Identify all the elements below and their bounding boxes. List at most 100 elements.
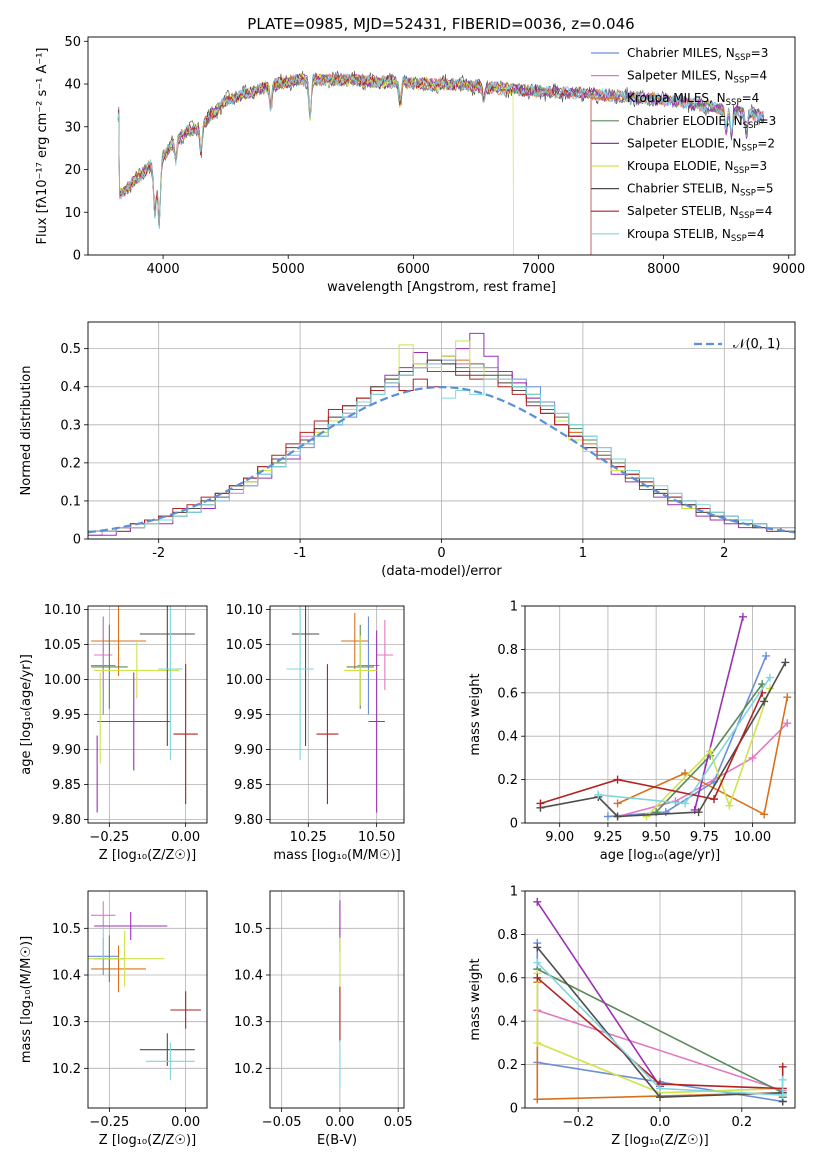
weight-marker xyxy=(760,697,769,706)
weight-marker xyxy=(533,973,542,982)
x-axis-label: age [log₁₀(age/yr)] xyxy=(600,848,721,863)
x-tick-label: 6000 xyxy=(397,262,430,277)
weight-marker xyxy=(613,812,622,821)
legend-label-tail: =5 xyxy=(756,182,774,196)
y-tick-label: 10.3 xyxy=(52,1015,81,1030)
y-tick-label: 1 xyxy=(510,600,518,615)
weight-marker xyxy=(681,799,690,808)
y-tick-label: 10.4 xyxy=(52,969,81,984)
x-tick-label: 9.00 xyxy=(545,830,574,845)
y-tick-label: 0.4 xyxy=(60,380,81,395)
weight-line xyxy=(536,901,661,1087)
legend-label-sub: SSP xyxy=(726,98,742,108)
y-tick-label: 0 xyxy=(73,249,81,264)
spectrum-line-salpeter_stelib xyxy=(117,73,592,255)
y-tick-label: 0.3 xyxy=(60,418,81,433)
error-point-chabrier_stelib xyxy=(139,1033,195,1066)
x-tick-label: 0.00 xyxy=(325,1115,354,1130)
y-tick-label: 10.3 xyxy=(234,1015,263,1030)
weight-marker xyxy=(778,1062,787,1071)
y-tick-label: 50 xyxy=(64,35,81,50)
error-point-salpeter_miles xyxy=(376,620,394,690)
x-axis-label: Z [log₁₀(Z/Z☉)] xyxy=(611,1133,708,1148)
spectrum-line-kroupa_elodie xyxy=(117,72,514,255)
weight-line xyxy=(645,688,771,818)
weight-marker xyxy=(710,795,718,804)
x-tick-label: 10.25 xyxy=(290,830,327,845)
weight-marker xyxy=(533,958,542,967)
y-tick-label: 10.10 xyxy=(44,603,81,618)
y-tick-label: 9.85 xyxy=(52,778,81,793)
normal-curve xyxy=(88,385,795,534)
legend-label-sub: SSP xyxy=(734,166,750,176)
y-axis-label: mass weight xyxy=(468,958,483,1040)
error-point-salpeter_stelib xyxy=(173,664,198,805)
weight-marker xyxy=(533,943,542,952)
histogram-kroupa_stelib xyxy=(88,363,795,532)
weight-marker xyxy=(656,1084,664,1093)
figure-title: PLATE=0985, MJD=52431, FIBERID=0036, z=0… xyxy=(247,15,634,33)
weight-marker xyxy=(536,799,545,808)
error-point-kroupa_stelib xyxy=(158,606,183,760)
charts-container: 4000 5000 6000 7000 8000 900001020304050wavel… xyxy=(19,35,805,1148)
y-axis-label: Normed distribution xyxy=(19,366,34,496)
legend-label-main: Kroupa STELIB, N xyxy=(627,227,731,241)
weight-series-chabrier_elodie xyxy=(652,680,767,817)
x-tick-label: 1 xyxy=(579,546,587,561)
axes-frame xyxy=(87,605,208,824)
panel-age_vs_mass: 10.25 10.50 9.80 9.85 9.90 9.95 10.00 10.05 10.1… xyxy=(226,603,405,863)
x-tick-label: 9.75 xyxy=(690,830,719,845)
weight-marker xyxy=(760,810,769,819)
y-tick-label: 10.5 xyxy=(52,922,81,937)
spectrum-line-salpeter_elodie xyxy=(117,72,765,222)
x-tick-label: −0.05 xyxy=(262,1115,302,1130)
error-point-salpeter_stelib xyxy=(316,664,339,805)
plot-area-weight_vs_age xyxy=(536,612,792,821)
x-tick-label: -1 xyxy=(294,546,307,561)
y-tick-label: 9.90 xyxy=(52,743,81,758)
y-tick-label: 0.4 xyxy=(497,730,518,745)
legend-label-main: Kroupa ELODIE, N xyxy=(627,159,734,173)
weight-series-chabrier_stelib xyxy=(536,658,790,821)
weight-marker xyxy=(671,797,680,806)
y-tick-label: 0.2 xyxy=(60,456,81,471)
weight-marker xyxy=(613,799,622,808)
legend-label-salpeter_stelib: Salpeter STELIB, NSSP=4 xyxy=(627,204,772,221)
legend-label-sub: SSP xyxy=(734,76,750,86)
y-tick-label: 9.90 xyxy=(234,743,263,758)
y-tick-label: 1 xyxy=(510,885,518,900)
y-tick-label: 0.6 xyxy=(497,971,518,986)
weight-marker xyxy=(781,658,790,667)
y-tick-label: 0.1 xyxy=(60,494,81,509)
legend-label-kroupa_stelib: Kroupa STELIB, NSSP=4 xyxy=(627,227,765,244)
error-point-salpeter_stelib xyxy=(170,991,201,1029)
error-point-kroupa_miles xyxy=(341,613,369,669)
y-tick-label: 10.10 xyxy=(226,603,263,618)
x-tick-label: 10.00 xyxy=(734,830,771,845)
x-tick-label: 0.2 xyxy=(731,1115,752,1130)
legend-label-tail: =2 xyxy=(757,136,775,150)
x-axis-label: mass [log₁₀(M/M☉)] xyxy=(273,848,400,863)
y-tick-label: 0.8 xyxy=(497,928,518,943)
y-tick-label: 0.6 xyxy=(497,686,518,701)
legend-label-tail: =4 xyxy=(749,69,767,83)
legend: 𝒩(0, 1) xyxy=(694,337,780,352)
y-tick-label: 10.05 xyxy=(44,638,81,653)
error-point-chabrier_stelib xyxy=(291,606,320,746)
y-tick-label: 10.4 xyxy=(234,969,263,984)
y-tick-label: 0.5 xyxy=(60,342,81,357)
y-axis-label: Flux [fλ10⁻¹⁷ erg cm⁻² s⁻¹ A⁻¹] xyxy=(35,48,50,245)
panel-age_vs_Z: −0.25 0.00 9.80 9.85 9.90 9.95 10.00 10.05 10.10… xyxy=(19,603,208,863)
y-tick-label: 0.2 xyxy=(497,1058,518,1073)
y-tick-label: 0 xyxy=(73,533,81,548)
x-tick-label: −0.25 xyxy=(89,1115,129,1130)
weight-marker xyxy=(656,1093,664,1102)
error-point-kroupa_miles xyxy=(91,606,146,676)
legend-label-main: Chabrier STELIB, N xyxy=(627,182,740,196)
y-tick-label: 10.2 xyxy=(234,1062,263,1077)
weight-marker xyxy=(533,1095,542,1104)
weight-series-kroupa_elodie xyxy=(642,684,774,821)
x-tick-label: 7000 xyxy=(522,262,555,277)
